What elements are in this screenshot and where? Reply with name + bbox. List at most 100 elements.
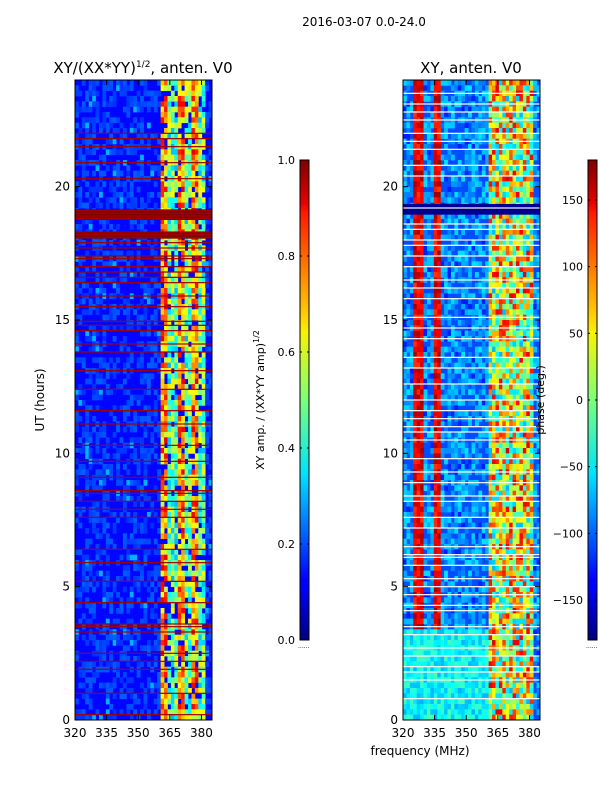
left-heatmap-cell [194, 165, 199, 172]
left-heatmap-cell [194, 613, 199, 620]
left-heatmap-cell [205, 597, 209, 604]
left-heatmap-cell [92, 261, 96, 268]
left-heatmap-cell [167, 320, 172, 326]
right-heatmap-cell [474, 218, 479, 225]
left-heatmap-cell [160, 453, 165, 460]
left-heatmap-cell [98, 346, 103, 353]
left-heatmap-cell [88, 608, 93, 614]
right-heatmap-cell [526, 304, 531, 310]
right-heatmap-cell [492, 304, 496, 310]
right-heatmap-cell [519, 426, 524, 433]
left-heatmap-cell [194, 325, 199, 332]
left-heatmap-cell [164, 266, 168, 273]
left-heatmap-cell [164, 357, 168, 364]
right-heatmap-cell [420, 234, 424, 241]
left-heatmap-cell [88, 218, 93, 225]
right-heatmap-cell [437, 320, 442, 326]
right-heatmap-cell [464, 154, 469, 161]
right-heatmap-cell [505, 410, 510, 417]
right-heatmap-cell [529, 293, 534, 300]
left-heatmap-cell [167, 416, 172, 422]
right-heatmap-cell [437, 85, 442, 92]
right-heatmap-cell [450, 272, 455, 278]
left-heatmap-cell [85, 90, 90, 97]
left-heatmap-cell [133, 480, 138, 486]
left-heatmap-cell [129, 250, 134, 257]
left-heatmap-cell [95, 330, 100, 337]
right-heatmap-cell [495, 298, 500, 305]
left-heatmap-cell [109, 101, 114, 108]
left-heatmap-cell [75, 314, 79, 321]
left-heatmap-cell [153, 453, 158, 460]
left-heatmap-cell [136, 170, 141, 177]
right-heatmap-cell [529, 346, 534, 353]
right-heatmap-cell [505, 181, 510, 188]
left-heatmap-cell [170, 437, 175, 444]
right-heatmap-cell [461, 197, 466, 204]
left-heatmap-cell [201, 565, 206, 572]
right-heatmap-cell [512, 256, 517, 262]
left-heatmap-cell [184, 394, 189, 401]
left-heatmap-cell [102, 432, 107, 438]
left-heatmap-cell [181, 485, 185, 492]
right-heatmap-cell [413, 346, 418, 353]
right-heatmap-cell [509, 218, 513, 225]
right-heatmap-cell [488, 133, 493, 140]
left-heatmap-cell [88, 661, 93, 668]
left-heatmap-cell [198, 544, 203, 550]
left-heatmap-cell [160, 693, 165, 700]
right-heatmap-cell [426, 309, 431, 316]
right-heatmap-cell [492, 106, 496, 113]
left-heatmap-cell [201, 480, 206, 486]
left-heatmap-cell [133, 394, 138, 401]
left-heatmap-cell [78, 437, 83, 444]
left-heatmap-cell [194, 314, 199, 321]
right-heatmap-cell [498, 213, 503, 220]
right-heatmap-cell [485, 410, 490, 417]
left-heatmap-cell [140, 197, 144, 204]
left-heatmap-cell [140, 80, 144, 86]
right-heatmap-cell [413, 272, 418, 278]
left-heatmap-cell [201, 640, 206, 646]
right-heatmap-cell [457, 192, 462, 198]
left-heatmap-cell [177, 645, 182, 652]
right-heatmap-cell [526, 256, 531, 262]
right-heatmap-cell [416, 149, 421, 156]
right-heatmap-cell [413, 341, 418, 348]
left-heatmap-cell [116, 288, 120, 294]
left-heatmap-cell [191, 714, 196, 720]
right-heatmap-cell [522, 240, 527, 246]
left-heatmap-cell [136, 485, 141, 492]
left-heatmap-cell [188, 672, 192, 678]
right-heatmap-cell [403, 122, 407, 129]
left-heatmap-cell [105, 581, 110, 588]
left-heatmap-cell [170, 170, 175, 177]
right-heatmap-cell [529, 352, 534, 358]
left-heatmap-cell [167, 709, 172, 716]
right-heatmap-cell [413, 384, 418, 390]
left-heatmap-cell [170, 549, 175, 556]
right-heatmap-cell [406, 250, 411, 257]
right-heatmap-cell [440, 96, 445, 102]
right-heatmap-cell [502, 224, 507, 230]
left-heatmap-cell [191, 288, 196, 294]
left-heatmap-cell [188, 448, 192, 454]
right-heatmap-cell [426, 218, 431, 225]
left-heatmap-cell [88, 117, 93, 124]
right-heatmap-cell [420, 170, 424, 177]
left-heatmap-cell [133, 645, 138, 652]
right-heatmap-cell [478, 181, 483, 188]
left-heatmap-cell [181, 602, 185, 609]
left-heatmap-cell [140, 138, 144, 145]
right-heatmap-cell [498, 218, 503, 225]
right-heatmap-cell [416, 394, 421, 401]
left-heatmap-cell [177, 581, 182, 588]
right-heatmap-cell [413, 224, 418, 230]
right-heatmap-cell [509, 346, 513, 353]
right-heatmap-cell [526, 426, 531, 433]
left-heatmap-cell [167, 224, 172, 230]
right-heatmap-cell [474, 373, 479, 380]
right-heatmap-cell [454, 224, 459, 230]
right-heatmap-cell [416, 368, 421, 374]
left-heatmap-cell [112, 416, 117, 422]
